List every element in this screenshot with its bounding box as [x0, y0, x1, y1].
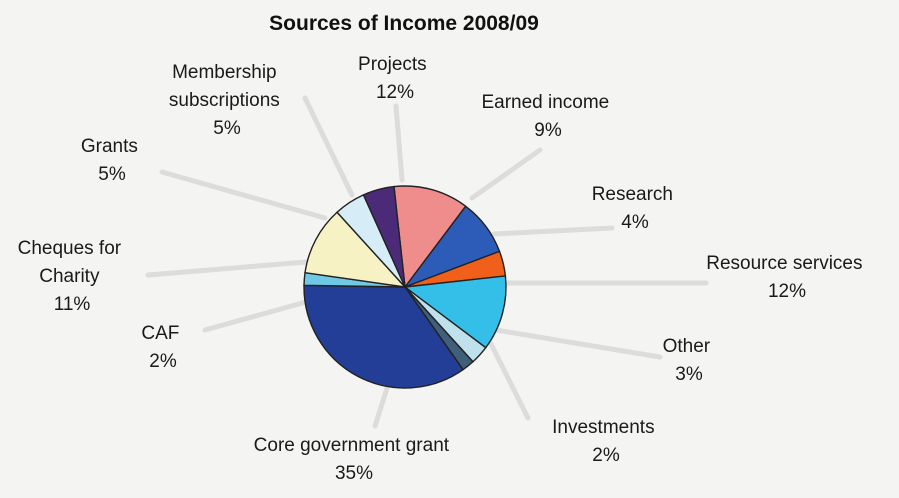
leader-research	[491, 225, 615, 237]
label-membership-subscriptions: Membership subscriptions 5%	[169, 62, 285, 139]
slice-projects	[393, 185, 467, 289]
label-grants: Grants 5%	[81, 136, 143, 185]
leader-investments	[486, 337, 531, 421]
leader-grants	[159, 169, 328, 221]
label-caf: CAF 2%	[141, 323, 184, 372]
label-other: Other 3%	[663, 336, 716, 385]
label-projects: Projects 12%	[358, 54, 432, 103]
leader-cheques-for-charity	[145, 259, 309, 278]
label-cheques-for-charity: Cheques for Charity 11%	[18, 238, 127, 315]
slice-labels: Projects 12% Earned income 9% Research 4…	[18, 54, 868, 484]
slice-cheques-for-charity	[304, 211, 407, 288]
leader-earned-income	[469, 147, 543, 201]
pie-slices	[303, 185, 507, 389]
slice-membership-subscriptions	[362, 185, 406, 288]
slice-core-government-grant	[303, 284, 464, 389]
leader-projects	[393, 103, 405, 183]
chart-title: Sources of Income 2008/09	[269, 12, 539, 35]
leader-lines	[145, 95, 709, 429]
label-earned-income: Earned income 9%	[481, 92, 614, 141]
label-research: Research 4%	[592, 184, 679, 233]
leader-other	[493, 327, 663, 360]
label-investments: Investments 2%	[552, 417, 660, 466]
slice-resource-services	[403, 275, 507, 349]
leader-core-government-grant	[372, 382, 391, 429]
leader-membership-subscriptions	[302, 95, 355, 198]
leader-caf	[202, 299, 309, 333]
label-core-government-grant: Core government grant 35%	[254, 435, 455, 484]
label-resource-services: Resource services 12%	[706, 253, 868, 302]
